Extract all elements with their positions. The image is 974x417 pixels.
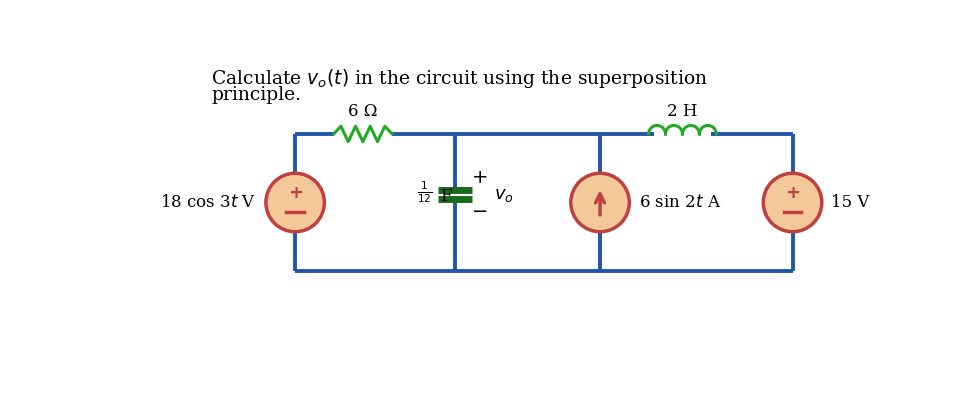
Text: 6 sin 2$t$ A: 6 sin 2$t$ A <box>639 194 721 211</box>
Text: $v_o$: $v_o$ <box>494 186 513 204</box>
Text: +: + <box>785 184 800 202</box>
Text: +: + <box>471 168 488 187</box>
Text: F: F <box>440 188 452 205</box>
Circle shape <box>266 173 324 232</box>
Text: Calculate $v_o(t)$ in the circuit using the superposition: Calculate $v_o(t)$ in the circuit using … <box>211 67 708 90</box>
Text: 6 Ω: 6 Ω <box>348 103 378 120</box>
Text: −: − <box>471 202 488 221</box>
Text: 18 cos 3$t$ V: 18 cos 3$t$ V <box>161 194 256 211</box>
Text: +: + <box>287 184 303 202</box>
Circle shape <box>764 173 822 232</box>
Text: $\frac{1}{12}$: $\frac{1}{12}$ <box>417 179 432 204</box>
Text: 2 H: 2 H <box>667 103 697 120</box>
Circle shape <box>571 173 629 232</box>
Text: principle.: principle. <box>211 86 301 104</box>
Text: 15 V: 15 V <box>831 194 870 211</box>
